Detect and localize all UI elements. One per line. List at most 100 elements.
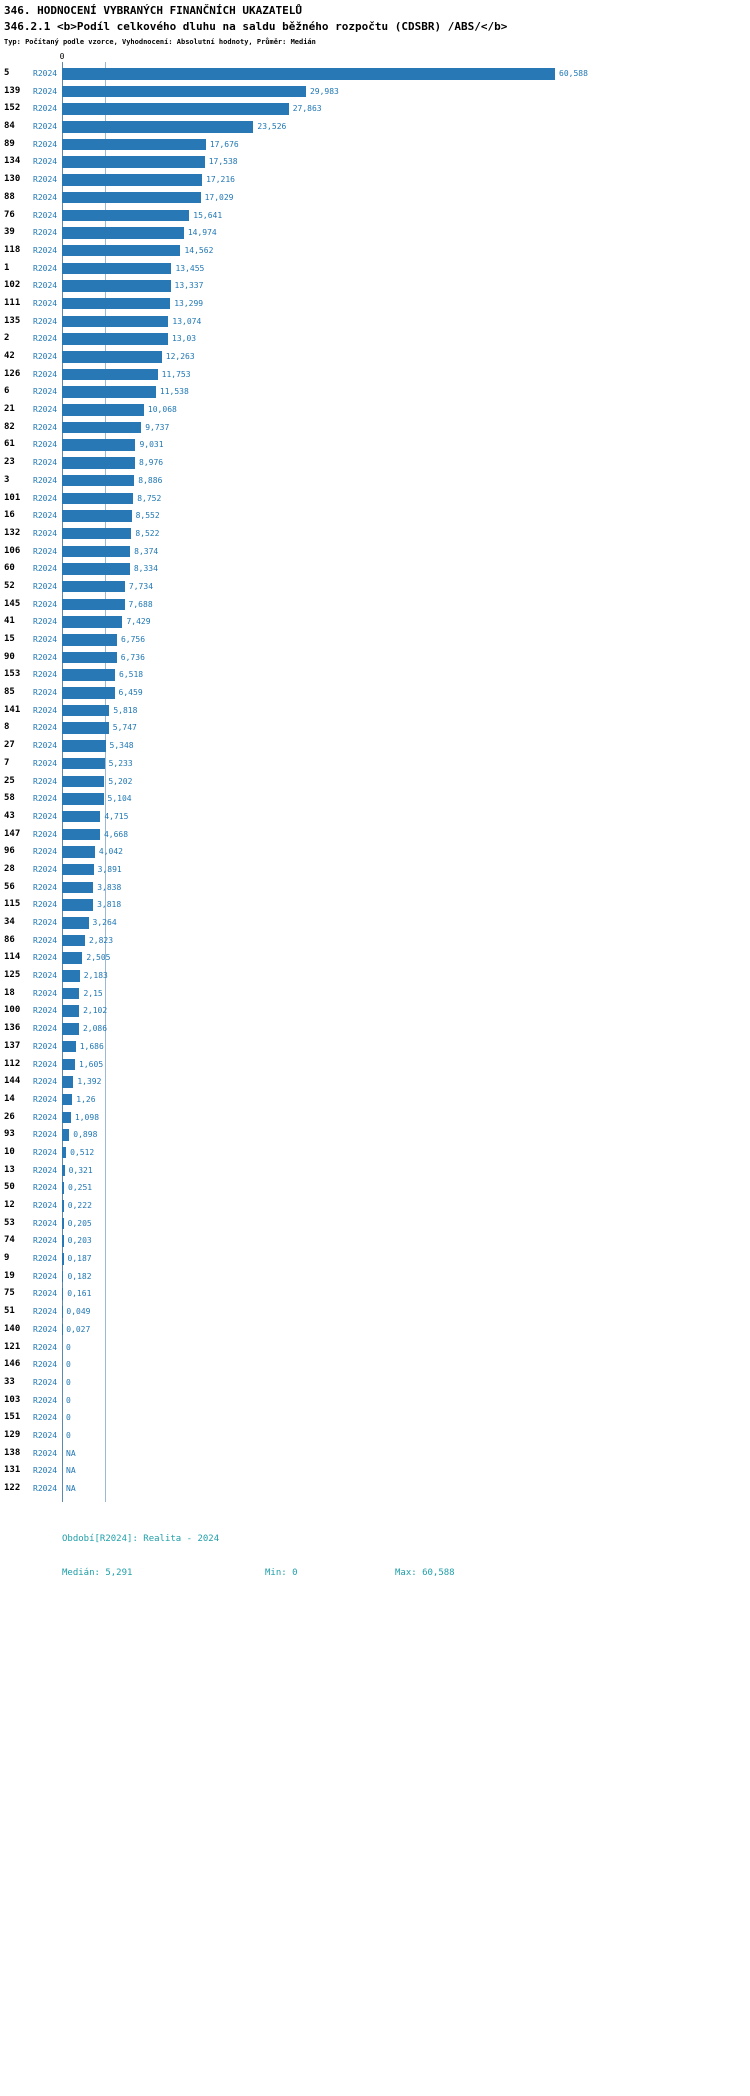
bar bbox=[62, 934, 85, 947]
chart-row: 134 R2024 17,538 bbox=[0, 153, 750, 171]
row-series-label: R2024 bbox=[33, 564, 58, 574]
row-category-label: 102 bbox=[4, 280, 21, 291]
row-series-label: R2024 bbox=[33, 776, 58, 786]
row-series-label: R2024 bbox=[33, 493, 58, 503]
row-category-label: 136 bbox=[4, 1023, 21, 1034]
row-value-label: 17,676 bbox=[209, 139, 239, 149]
row-series-label: R2024 bbox=[33, 192, 58, 202]
row-value-label: 14,562 bbox=[184, 245, 214, 255]
chart-row: 42 R2024 12,263 bbox=[0, 348, 750, 366]
bar bbox=[62, 917, 89, 929]
bar bbox=[62, 1040, 76, 1053]
chart-row: 3 R2024 8,886 bbox=[0, 472, 750, 490]
chart-row: 43 R2024 4,715 bbox=[0, 808, 750, 826]
chart-row: 151 R2024 0 bbox=[0, 1409, 750, 1427]
row-category-label: 90 bbox=[4, 651, 15, 662]
bar bbox=[62, 351, 162, 363]
chart-row: 6 R2024 11,538 bbox=[0, 383, 750, 401]
chart-row: 137 R2024 1,686 bbox=[0, 1038, 750, 1056]
chart-row: 84 R2024 23,526 bbox=[0, 118, 750, 136]
chart-row: 28 R2024 3,891 bbox=[0, 861, 750, 879]
row-value-label: 2,183 bbox=[83, 971, 108, 981]
row-series-label: R2024 bbox=[33, 581, 58, 591]
row-value-label: 2,15 bbox=[83, 988, 103, 998]
row-category-label: 88 bbox=[4, 191, 15, 202]
row-category-label: 18 bbox=[4, 987, 15, 998]
row-category-label: 53 bbox=[4, 1217, 15, 1228]
row-category-label: 93 bbox=[4, 1129, 15, 1140]
row-value-label: 0 bbox=[66, 1413, 71, 1423]
row-series-label: R2024 bbox=[33, 847, 58, 857]
chart-row: 74 R2024 0,203 bbox=[0, 1232, 750, 1250]
row-category-label: 23 bbox=[4, 457, 15, 468]
row-category-label: 118 bbox=[4, 244, 21, 255]
chart-row: 125 R2024 2,183 bbox=[0, 967, 750, 985]
row-category-label: 101 bbox=[4, 492, 21, 503]
bar bbox=[62, 810, 101, 823]
row-series-label: R2024 bbox=[33, 864, 58, 874]
row-series-label: R2024 bbox=[33, 1413, 58, 1423]
row-category-label: 82 bbox=[4, 421, 15, 432]
bar bbox=[62, 1323, 63, 1336]
row-value-label: 7,688 bbox=[128, 599, 153, 609]
bar bbox=[62, 669, 116, 681]
bar bbox=[62, 881, 94, 894]
chart-row: 26 R2024 1,098 bbox=[0, 1109, 750, 1127]
chart-row: 111 R2024 13,299 bbox=[0, 295, 750, 313]
chart-row: 16 R2024 8,552 bbox=[0, 507, 750, 525]
row-value-label: 1,686 bbox=[79, 1041, 104, 1051]
chart-row: 140 R2024 0,027 bbox=[0, 1321, 750, 1339]
row-value-label: 0 bbox=[66, 1395, 71, 1405]
row-value-label: 13,455 bbox=[175, 263, 205, 273]
row-series-label: R2024 bbox=[33, 1324, 58, 1334]
chart-row: 146 R2024 0 bbox=[0, 1356, 750, 1374]
chart-row: 56 R2024 3,838 bbox=[0, 879, 750, 897]
bar bbox=[62, 1306, 63, 1318]
row-series-label: R2024 bbox=[33, 935, 58, 945]
chart-meta-line: Typ: Počítaný podle vzorce, Vyhodnocení:… bbox=[4, 38, 316, 46]
row-value-label: 8,334 bbox=[133, 564, 158, 574]
row-value-label: 0,898 bbox=[73, 1130, 98, 1140]
bar bbox=[62, 1093, 73, 1106]
row-series-label: R2024 bbox=[33, 1236, 58, 1246]
row-value-label: 9,737 bbox=[145, 422, 170, 432]
row-value-label: 9,031 bbox=[139, 440, 164, 450]
bar bbox=[62, 280, 171, 292]
row-category-label: 56 bbox=[4, 881, 15, 892]
row-value-label: NA bbox=[66, 1466, 76, 1476]
row-series-label: R2024 bbox=[33, 900, 58, 910]
chart-row: 90 R2024 6,736 bbox=[0, 649, 750, 667]
bar bbox=[62, 970, 80, 982]
row-category-label: 112 bbox=[4, 1058, 21, 1069]
row-category-label: 21 bbox=[4, 404, 15, 415]
row-category-label: 9 bbox=[4, 1253, 10, 1264]
chart-row: 115 R2024 3,818 bbox=[0, 896, 750, 914]
bar bbox=[62, 174, 203, 186]
row-series-label: R2024 bbox=[33, 511, 58, 521]
row-value-label: 3,838 bbox=[97, 882, 122, 892]
chart-row: 145 R2024 7,688 bbox=[0, 596, 750, 614]
chart-row: 53 R2024 0,205 bbox=[0, 1215, 750, 1233]
chart-row: 153 R2024 6,518 bbox=[0, 666, 750, 684]
row-series-label: R2024 bbox=[33, 528, 58, 538]
row-value-label: 0,187 bbox=[67, 1254, 92, 1264]
footer-period: Období[R2024]: Realita - 2024 bbox=[62, 1534, 220, 1544]
chart-row: 34 R2024 3,264 bbox=[0, 914, 750, 932]
row-series-label: R2024 bbox=[33, 475, 58, 485]
row-category-label: 76 bbox=[4, 209, 15, 220]
median-reference-line bbox=[105, 62, 107, 1502]
row-value-label: 17,029 bbox=[204, 192, 234, 202]
bar bbox=[62, 722, 109, 734]
footer-median: Medián: 5,291 bbox=[62, 1568, 133, 1578]
row-category-label: 146 bbox=[4, 1359, 21, 1370]
row-category-label: 14 bbox=[4, 1093, 15, 1104]
row-series-label: R2024 bbox=[33, 1484, 58, 1493]
row-series-label: R2024 bbox=[33, 599, 58, 609]
x-axis-tick-zero: 0 bbox=[59, 52, 65, 61]
bar bbox=[62, 262, 172, 275]
row-category-label: 15 bbox=[4, 634, 15, 644]
row-category-label: 134 bbox=[4, 156, 21, 167]
bar bbox=[62, 227, 184, 239]
row-category-label: 5 bbox=[4, 68, 10, 78]
